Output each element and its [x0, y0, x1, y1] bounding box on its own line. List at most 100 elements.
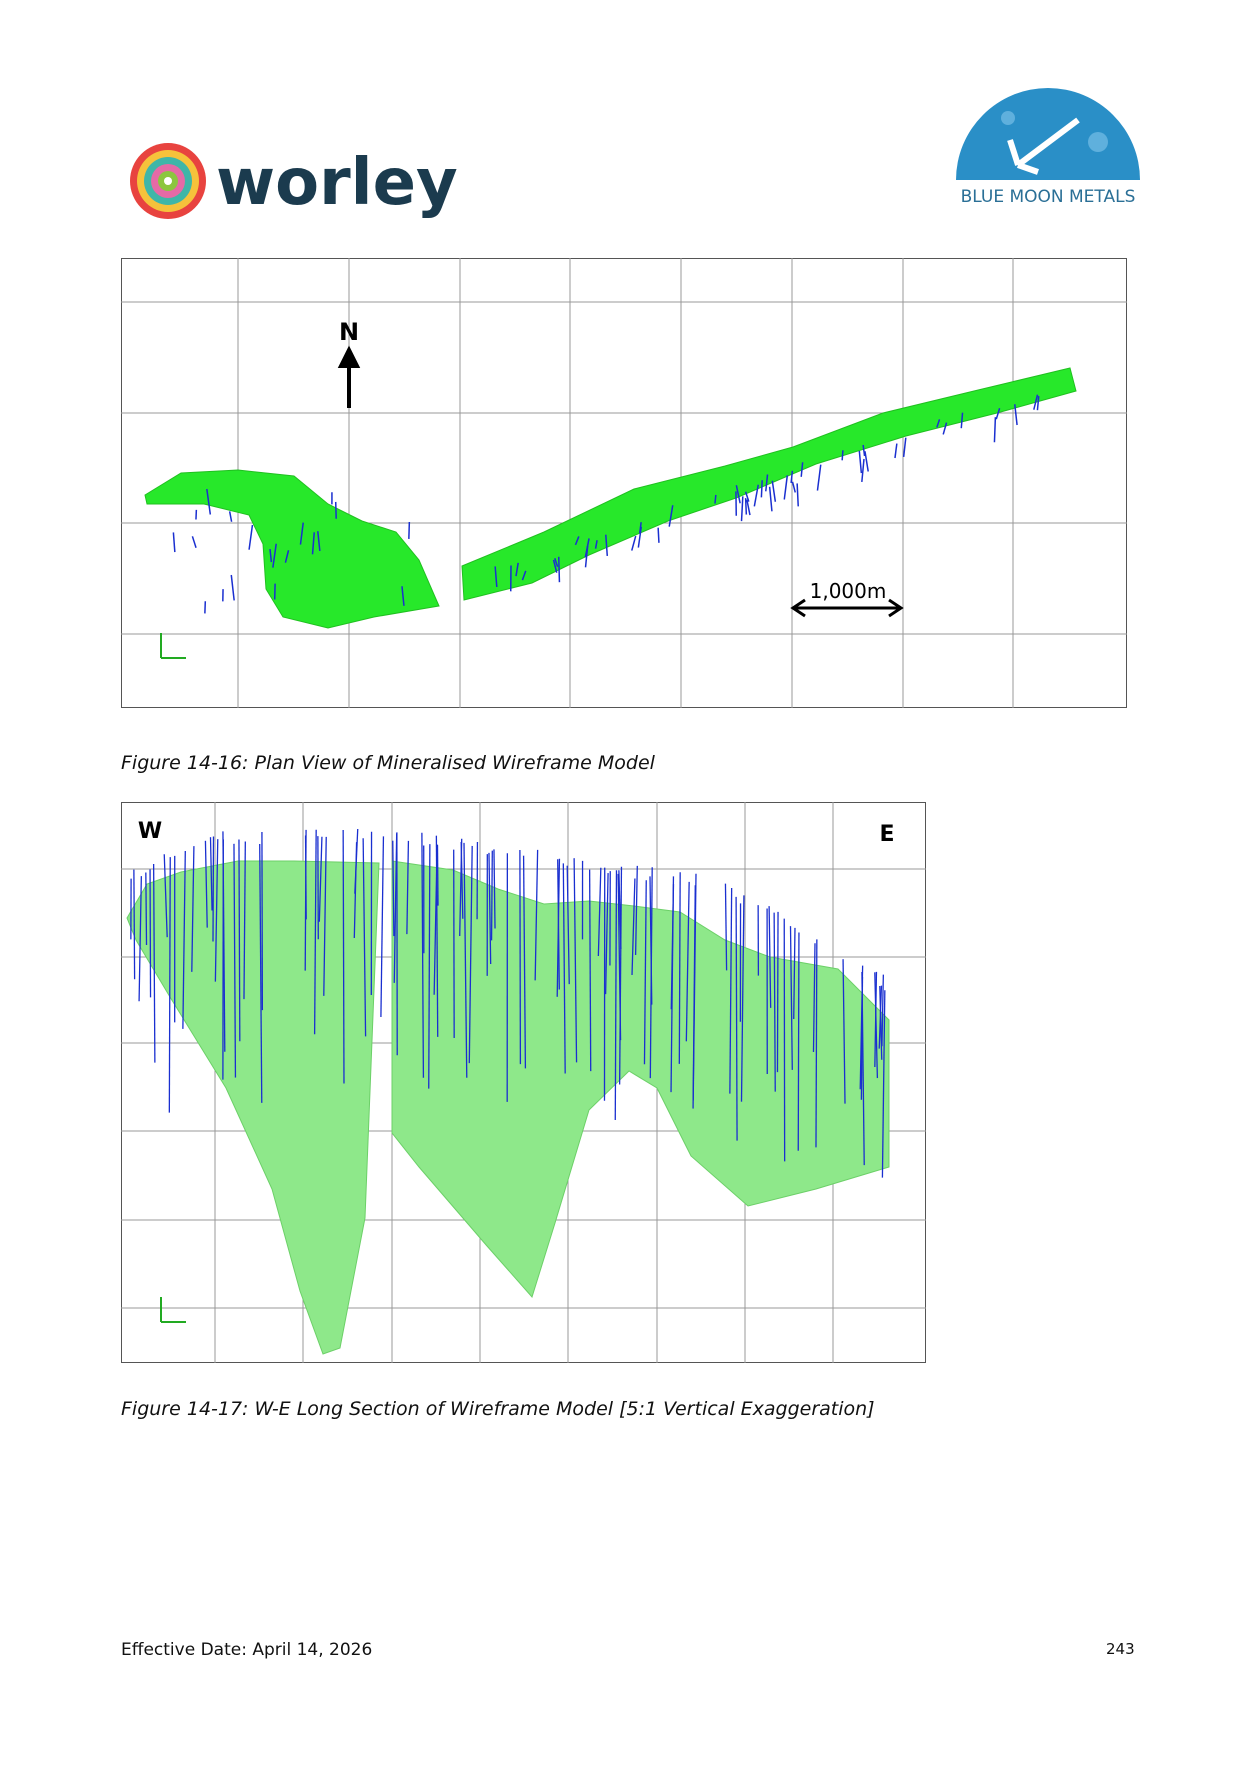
drill-trace [573, 858, 578, 1063]
drill-trace [259, 843, 263, 1103]
crater [1088, 132, 1108, 152]
drill-trace [313, 829, 317, 1035]
drill-trace [152, 863, 156, 1063]
page-number: 243 [1106, 1640, 1135, 1658]
drill-trace [878, 985, 883, 1049]
drill-trace [881, 990, 886, 1178]
drill-trace [995, 408, 1001, 420]
bluemoon-logo: BLUE MOON METALS [956, 88, 1140, 207]
drill-trace [521, 570, 527, 581]
drill-trace [744, 498, 748, 515]
drill-trace [643, 880, 647, 1065]
drill-trace [859, 965, 864, 1090]
scale-label: 1,000m [810, 579, 887, 603]
drill-trace [740, 895, 745, 1102]
drill-trace [566, 865, 570, 985]
drill-trace [735, 896, 738, 1141]
scale-bar [790, 598, 904, 618]
drill-trace [362, 838, 367, 1037]
drill-trace [401, 586, 405, 606]
footer-date: Effective Date: April 14, 2026 [121, 1640, 373, 1660]
drill-trace [692, 873, 697, 1101]
drill-trace [796, 483, 799, 507]
drill-trace [902, 437, 907, 458]
drill-trace [862, 444, 866, 457]
drill-trace [145, 872, 148, 946]
drill-trace [881, 974, 884, 1047]
drill-trace [554, 557, 559, 567]
worley-logo: worley [130, 143, 458, 220]
logo-text: worley [216, 146, 458, 220]
drill-trace [133, 869, 136, 980]
drill-trace [800, 462, 804, 477]
drill-trace [269, 548, 273, 563]
drill-trace [317, 531, 321, 552]
drill-trace [861, 458, 865, 483]
drill-trace [380, 836, 385, 1017]
drill-trace [714, 494, 717, 504]
drill-trace [773, 912, 776, 1092]
drill-trace [797, 932, 800, 1151]
drill-trace [618, 866, 623, 1085]
drill-trace [791, 481, 796, 493]
drill-trace [243, 841, 246, 1000]
drill-trace [248, 524, 254, 550]
drill-trace [421, 832, 425, 1078]
drill-trace [284, 550, 290, 563]
drill-trace [631, 878, 636, 976]
drill-trace [768, 486, 773, 512]
drill-trace [168, 857, 171, 1113]
drill-trace [191, 536, 197, 548]
drill-trace [206, 488, 212, 515]
drill-trace [493, 849, 496, 929]
drill-trace [605, 534, 609, 557]
axis-triad [160, 1297, 186, 1323]
drill-trace [789, 926, 793, 1070]
drill-trace [138, 876, 143, 1002]
drill-trace [522, 855, 527, 1069]
drill-trace [649, 867, 653, 1079]
drill-trace [233, 843, 237, 1078]
drill-trace [534, 849, 539, 981]
drill-trace [552, 559, 558, 573]
drill-trace [729, 887, 733, 1094]
north-label: N [339, 318, 359, 346]
drill-trace [634, 865, 638, 955]
drill-trace [740, 496, 744, 522]
drill-trace [670, 876, 675, 1093]
drill-trace [790, 470, 794, 484]
drill-trace [631, 535, 637, 551]
wireframe-east [461, 367, 1077, 601]
drill-trace [657, 527, 660, 543]
drill-trace [735, 485, 741, 504]
drill-trace [459, 838, 463, 937]
drill-trace [515, 562, 519, 577]
drill-trace [342, 830, 345, 1084]
drill-trace [172, 532, 176, 553]
drill-trace [597, 867, 602, 957]
drill-trace [574, 536, 580, 546]
drill-trace [960, 412, 964, 429]
drill-trace [353, 842, 358, 939]
drill-trace [993, 417, 997, 443]
drill-trace [584, 545, 589, 568]
drill-trace [841, 450, 844, 461]
drill-trace [311, 532, 315, 555]
drill-trace [765, 474, 769, 492]
drill-trace [209, 837, 213, 911]
drill-trace [557, 556, 561, 583]
drill-trace [1033, 394, 1039, 410]
drill-trace [668, 505, 674, 527]
drill-trace [228, 511, 233, 522]
drill-trace [272, 543, 277, 568]
drill-trace [744, 491, 750, 502]
figure-caption: Figure 14-16: Plan View of Mineralised W… [121, 752, 655, 774]
drill-trace [557, 859, 560, 990]
drill-trace [163, 854, 168, 938]
west-label: W [138, 819, 162, 844]
drill-trace [874, 971, 878, 1067]
crater [1001, 111, 1015, 125]
drill-trace [488, 852, 492, 965]
drill-trace [299, 522, 304, 545]
drill-trace [323, 836, 327, 996]
